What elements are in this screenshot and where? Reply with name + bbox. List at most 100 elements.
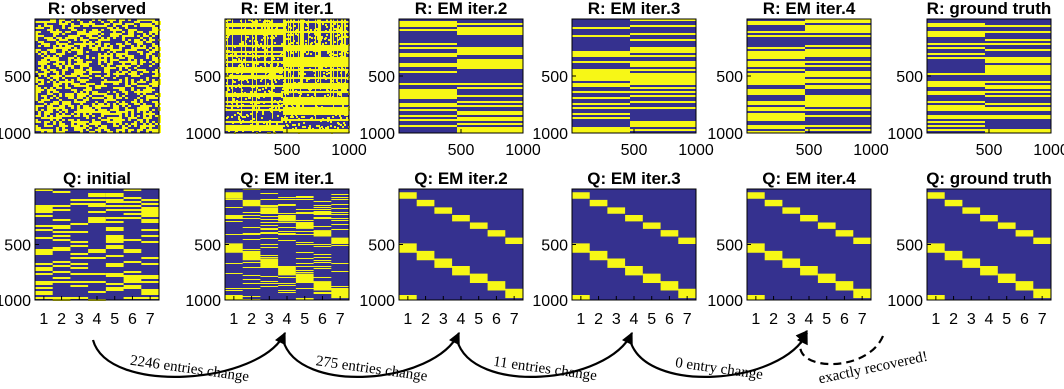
y-tick-label: 500	[194, 69, 221, 86]
y-tick-label: 500	[194, 238, 221, 255]
transition-1: 2246 entries change	[91, 331, 286, 385]
dashed-arrow	[795, 330, 885, 366]
heatmap	[35, 189, 159, 301]
q-row-panel-2: Q: EM iter.1 500 1000 1 2 3 4 5 6 7	[185, 169, 350, 328]
transition-arrow	[91, 331, 286, 378]
y-tick-label: 500	[4, 69, 31, 86]
transition-arrow	[628, 331, 808, 378]
x-tick-label: 5	[822, 311, 831, 328]
transition-4: 0 entry change	[628, 331, 808, 383]
x-tick-label: 1	[39, 311, 48, 328]
x-tick-label: 500	[976, 142, 1003, 159]
x-tick-label: 3	[75, 311, 84, 328]
x-tick-label: 1	[403, 311, 412, 328]
panel-title: R: observed	[48, 0, 146, 18]
y-tick-label: 1000	[887, 293, 923, 310]
panel-title: R: EM iter.3	[588, 0, 681, 18]
panel-title: R: EM iter.2	[415, 0, 508, 18]
y-tick-label: 500	[716, 69, 743, 86]
x-tick-label: 1	[576, 311, 585, 328]
transition-5: exactly recovered!	[795, 330, 929, 387]
heatmap	[927, 192, 1051, 300]
transition-label: 0 entry change	[674, 355, 764, 383]
transition-label: 11 entries change	[492, 354, 598, 384]
heatmap-cells	[399, 21, 523, 133]
heatmap-cells	[399, 192, 523, 300]
x-tick-label: 4	[985, 311, 994, 328]
x-tick-label: 4	[457, 311, 466, 328]
x-tick-label: 500	[621, 142, 648, 159]
x-tick-label: 6	[1020, 311, 1029, 328]
x-tick-label: 6	[492, 311, 501, 328]
x-tick-label: 3	[265, 311, 274, 328]
y-tick-label: 1000	[359, 126, 395, 143]
x-tick-label: 1000	[678, 142, 714, 159]
heatmap-cells	[927, 192, 1051, 300]
x-tick-label: 2	[594, 311, 603, 328]
panel-title: R: EM iter.1	[241, 0, 334, 18]
heatmap-cells	[225, 19, 350, 134]
y-tick-label: 1000	[707, 293, 743, 310]
arrows-layer: 2246 entries change 275 entries change 11 …	[91, 330, 929, 387]
x-tick-label: 4	[805, 311, 814, 328]
heatmap-cells	[747, 19, 871, 133]
heatmap	[572, 192, 696, 300]
heatmap-background	[927, 19, 1051, 133]
transition-label: 275 entries change	[315, 353, 429, 385]
r-row-panel-5: R: EM iter.4 500 1000 500 1000	[707, 0, 888, 159]
x-tick-label: 7	[510, 311, 519, 328]
x-tick-label: 7	[1038, 311, 1047, 328]
x-tick-label: 2	[57, 311, 66, 328]
heatmap	[225, 189, 349, 300]
transition-arrow	[455, 331, 633, 378]
x-tick-label: 5	[1002, 311, 1011, 328]
x-tick-label: 1	[931, 311, 940, 328]
y-tick-label: 1000	[0, 126, 31, 143]
x-tick-label: 4	[283, 311, 292, 328]
y-tick-label: 500	[896, 69, 923, 86]
y-tick-label: 1000	[887, 126, 923, 143]
x-tick-label: 5	[647, 311, 656, 328]
x-tick-label: 5	[110, 311, 119, 328]
heatmap	[747, 192, 871, 300]
r-row-panel-3: R: EM iter.2 500 1000 500 1000	[359, 0, 540, 159]
heatmap-cells	[225, 189, 349, 300]
x-tick-label: 2	[769, 311, 778, 328]
y-tick-label: 1000	[532, 293, 568, 310]
y-tick-label: 1000	[0, 293, 31, 310]
panel-title: Q: EM iter.2	[414, 169, 508, 188]
heatmap-cells	[35, 19, 161, 133]
panel-title: Q: ground truth	[926, 169, 1052, 188]
heatmap	[572, 19, 696, 133]
x-tick-label: 4	[93, 311, 102, 328]
panel-title: Q: EM iter.1	[240, 169, 334, 188]
x-tick-label: 2	[949, 311, 958, 328]
transition-3: 11 entries change	[455, 331, 633, 384]
y-tick-label: 500	[541, 69, 568, 86]
heatmap	[747, 19, 871, 133]
x-tick-label: 1	[751, 311, 760, 328]
x-tick-label: 3	[612, 311, 621, 328]
heatmap-cells	[572, 192, 696, 300]
x-tick-label: 7	[146, 311, 155, 328]
x-tick-label: 6	[665, 311, 674, 328]
x-tick-label: 6	[318, 311, 327, 328]
y-tick-label: 1000	[707, 126, 743, 143]
q-row-panel-5: Q: EM iter.4 500 1000 1 2 3 4 5 6 7	[707, 169, 872, 328]
y-tick-label: 1000	[532, 126, 568, 143]
heatmap	[399, 21, 523, 133]
panel-title: R: ground truth	[927, 0, 1052, 18]
x-tick-label: 5	[474, 311, 483, 328]
x-tick-label: 7	[336, 311, 345, 328]
x-tick-label: 3	[967, 311, 976, 328]
heatmap-cells	[747, 192, 871, 300]
x-tick-label: 7	[858, 311, 867, 328]
y-tick-label: 500	[4, 238, 31, 255]
heatmap-cells	[35, 189, 159, 301]
heatmap	[927, 23, 1051, 133]
x-tick-label: 7	[683, 311, 692, 328]
heatmap	[35, 19, 161, 133]
x-tick-label: 1	[229, 311, 238, 328]
heatmap-cells	[927, 23, 1051, 133]
